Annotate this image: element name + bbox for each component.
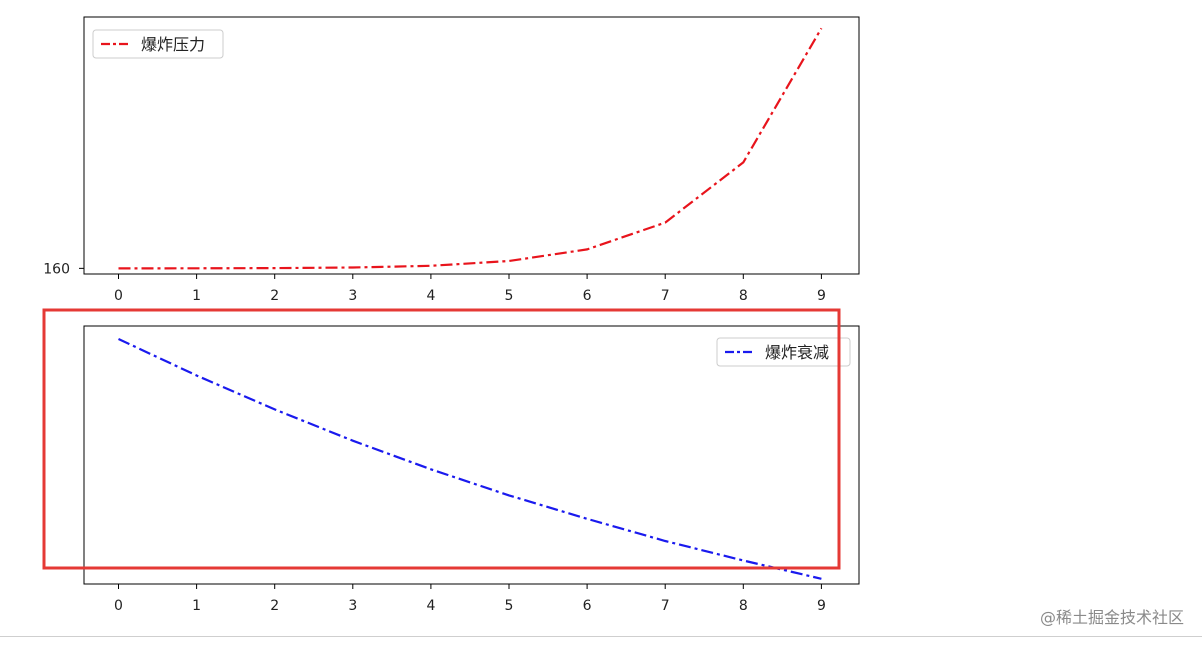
legend: 爆炸压力	[92, 29, 224, 59]
legend: 爆炸衰减	[716, 337, 851, 367]
y-tick-label: 160	[43, 261, 70, 277]
legend-box	[716, 337, 851, 367]
legend-label: 爆炸衰减	[765, 343, 829, 362]
x-tick-label: 3	[348, 598, 357, 614]
x-tick-label: 5	[505, 288, 514, 304]
x-tick-label: 5	[505, 598, 514, 614]
x-tick-label: 4	[426, 288, 435, 304]
series-line	[118, 338, 822, 580]
x-tick-label: 0	[114, 288, 123, 304]
bottom-divider	[0, 636, 1202, 637]
axes-1: 0 1 2 3 4 5 6 7 8 9 160 爆炸压力	[43, 16, 860, 304]
x-tick-label: 7	[661, 288, 670, 304]
series-line	[118, 27, 823, 270]
x-tick-label: 9	[817, 288, 826, 304]
x-tick-label: 9	[817, 598, 826, 614]
plots: 0 1 2 3 4 5 6 7 8 9 160 爆炸压力 0 1 2 3 4 5 6 7 8 9 爆炸衰减	[43, 16, 860, 614]
axes-frame	[83, 325, 860, 585]
axes-frame	[83, 16, 860, 275]
x-tick-label: 8	[739, 598, 748, 614]
x-tick-label: 4	[426, 598, 435, 614]
x-tick-label: 3	[348, 288, 357, 304]
x-tick-label: 6	[583, 288, 592, 304]
watermark: @稀土掘金技术社区	[1039, 608, 1184, 627]
x-tick-label: 1	[192, 598, 201, 614]
x-tick-label: 2	[270, 288, 279, 304]
x-tick-label: 8	[739, 288, 748, 304]
x-tick-label: 1	[192, 288, 201, 304]
legend-label: 爆炸压力	[141, 35, 205, 54]
x-tick-label: 2	[270, 598, 279, 614]
legend-box	[92, 29, 224, 59]
x-tick-label: 7	[661, 598, 670, 614]
axes-2: 0 1 2 3 4 5 6 7 8 9 爆炸衰减	[83, 325, 860, 614]
highlight-box	[42, 308, 841, 570]
x-tick-label: 6	[583, 598, 592, 614]
x-tick-label: 0	[114, 598, 123, 614]
